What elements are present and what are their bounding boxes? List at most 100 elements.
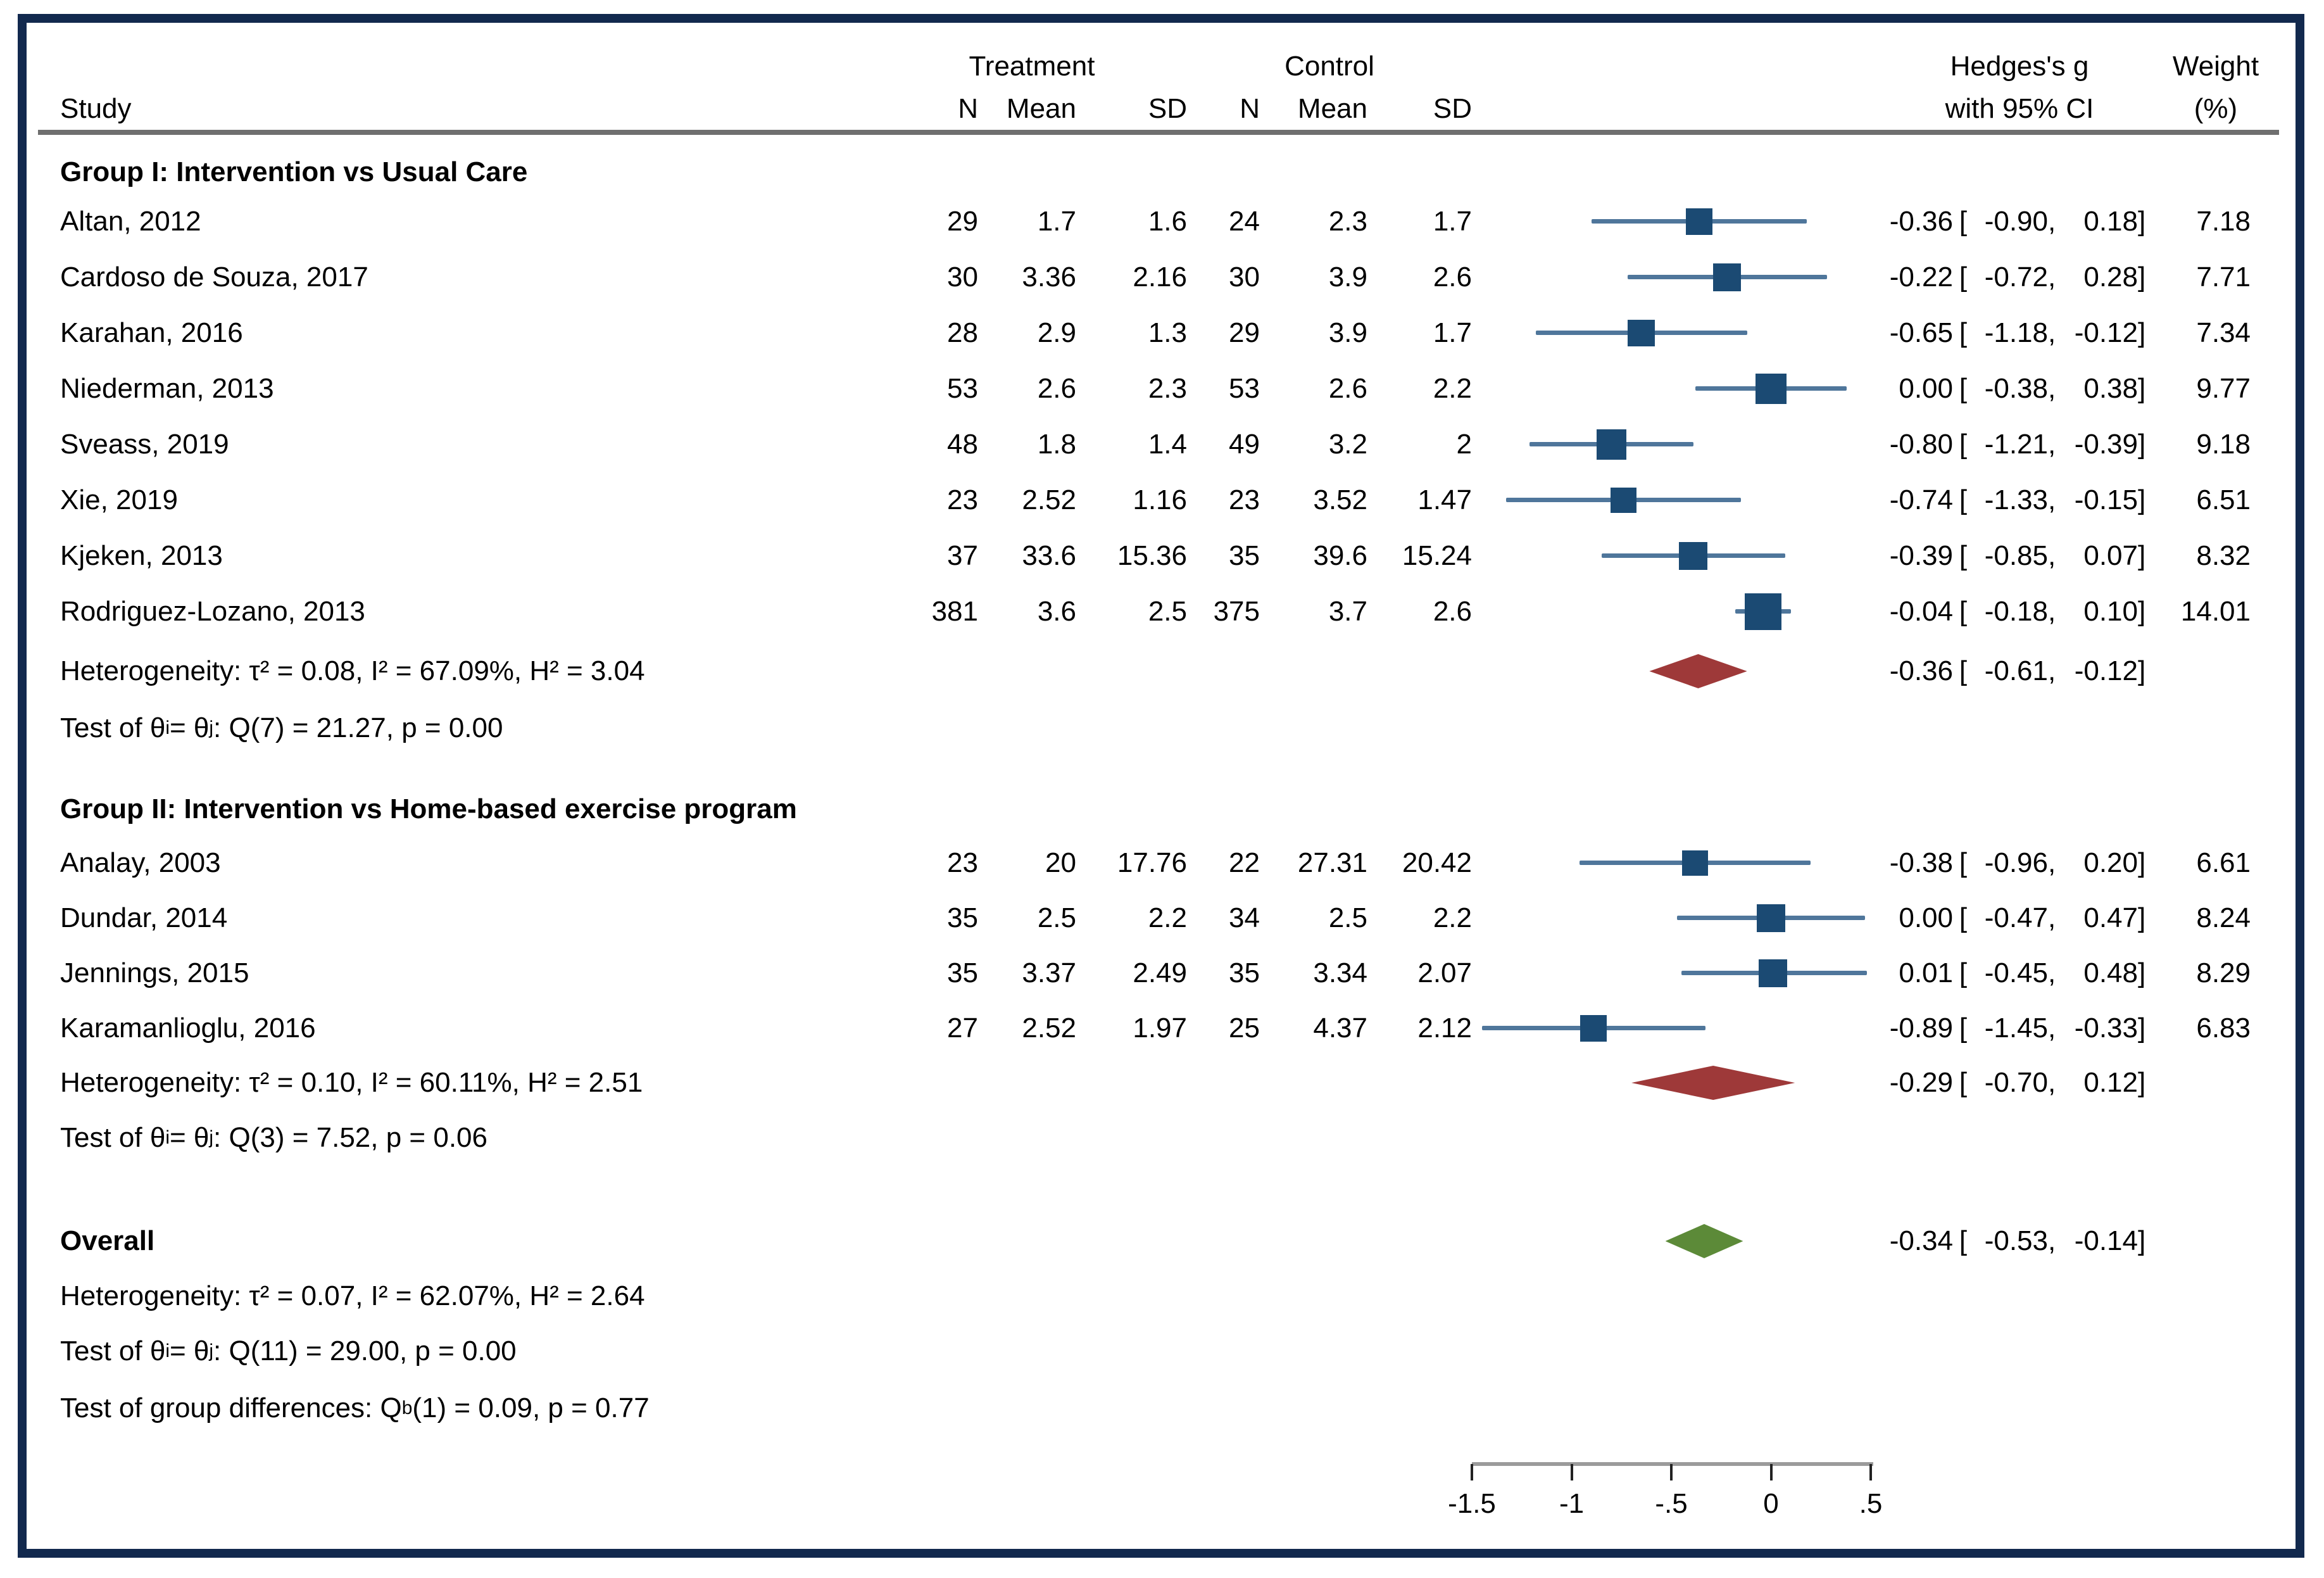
effect-bracket: [ (1959, 655, 1968, 686)
treatment-sd: 1.4 (1076, 417, 1187, 472)
study-name: Sveass, 2019 (60, 417, 229, 472)
study-weight: 6.83 (2152, 1000, 2251, 1056)
treatment-sd: 1.6 (1076, 194, 1187, 249)
treatment-mean: 3.6 (978, 584, 1076, 640)
group-difference-pre: Test of group differences: Q (60, 1392, 402, 1423)
heterogeneity-text: Heterogeneity: τ² = 0.08, I² = 67.09%, H… (60, 643, 645, 699)
effect-estimate-cell: 0.00[-0.47, 0.47] (1858, 890, 2149, 946)
control-mean: 27.31 (1260, 835, 1367, 891)
effect-estimate-cell: -0.39[-0.85, 0.07] (1858, 528, 2149, 584)
effect-estimate-cell: 0.00[-0.38, 0.38] (1858, 361, 2149, 417)
study-name-text: Karamanlioglu, 2016 (60, 1013, 316, 1044)
study-weight-text: 7.18 (2196, 206, 2251, 237)
control-column-header: Control (1284, 51, 1374, 82)
control-mean-text: 3.34 (1313, 957, 1367, 988)
effect-bracket: ] (2138, 429, 2146, 460)
effect-lo_s: -0.70 (1984, 1067, 2048, 1098)
control-sd-text: 2.12 (1417, 1013, 1472, 1044)
effect-est: -0.38 (1889, 847, 1953, 878)
treatment-mean: 20 (978, 835, 1076, 891)
study-name: Kjeken, 2013 (60, 528, 223, 584)
effect-bracket: [ (1959, 847, 1968, 878)
control-n-text: 34 (1229, 902, 1260, 933)
group-i-test-text-sub1: i (165, 717, 170, 738)
effect-estimate-cell: -0.65[-1.18, -0.12] (1858, 305, 2149, 361)
control-n: 24 (1187, 194, 1260, 249)
control-mean-text: 2.6 (1328, 373, 1367, 404)
effect-bracket: ] (2138, 655, 2146, 686)
effect-lo_s: -0.38 (1984, 373, 2048, 404)
treatment-sd-text: 2.2 (1148, 902, 1187, 933)
treatment-n-header: N (958, 93, 978, 124)
group-ii-test-text-sub2: j (209, 1127, 214, 1148)
control-n-text: 35 (1229, 540, 1260, 571)
effect-lo_s: -0.90 (1984, 206, 2048, 237)
control-n-text: 29 (1229, 317, 1260, 348)
control-n: 375 (1187, 584, 1260, 640)
control-n-header: N (1240, 93, 1260, 124)
treatment-n: 53 (877, 361, 978, 417)
overall-heterogeneity-text-text: Heterogeneity: τ² = 0.07, I² = 62.07%, H… (60, 1280, 645, 1311)
control-sd-text: 1.7 (1433, 206, 1472, 237)
group-title-text: Group II: Intervention vs Home-based exe… (60, 793, 797, 824)
effect-bracket: , (2048, 655, 2056, 686)
effect-bracket: , (2048, 373, 2056, 404)
study-weight-text: 8.24 (2196, 902, 2251, 933)
treatment-mean: 2.6 (978, 361, 1076, 417)
effect-square (1685, 208, 1713, 236)
study-row: Niederman, 2013 53 2.6 2.3 53 2.6 2.2 0.00[-0.3… (0, 361, 2324, 417)
control-n-text: 53 (1229, 373, 1260, 404)
overall-test-text-sub1: i (165, 1341, 170, 1361)
treatment-n-text: 23 (947, 847, 978, 878)
control-n: 35 (1187, 528, 1260, 584)
treatment-mean: 1.8 (978, 417, 1076, 472)
study-name-text: Rodriguez-Lozano, 2013 (60, 596, 365, 627)
effect-est: -0.80 (1889, 429, 1953, 460)
treatment-sd-text: 1.4 (1148, 429, 1187, 460)
effect-bracket: ] (2138, 957, 2146, 988)
treatment-mean: 2.5 (978, 890, 1076, 946)
effect-bracket: [ (1959, 1225, 1968, 1256)
study-name-text: Altan, 2012 (60, 206, 201, 237)
study-name: Altan, 2012 (60, 194, 201, 249)
weight-unit-header: (%) (2194, 93, 2238, 124)
study-weight-text: 7.34 (2196, 317, 2251, 348)
treatment-n: 28 (877, 305, 978, 361)
treatment-sd-text: 2.3 (1148, 373, 1187, 404)
control-n: 30 (1187, 249, 1260, 305)
study-weight-text: 14.01 (2180, 596, 2251, 627)
group-ii-test-text-mid: = θ (169, 1122, 210, 1153)
study-name-text: Sveass, 2019 (60, 429, 229, 460)
treatment-mean-text: 3.37 (1022, 957, 1076, 988)
effect-hi_s: -0.12 (2074, 655, 2138, 686)
group-ii-test-text-post: : Q(3) = 7.52, p = 0.06 (213, 1122, 487, 1153)
effect-est: -0.39 (1889, 540, 1953, 571)
effect-est: -0.36 (1889, 655, 1953, 686)
study-weight: 7.18 (2152, 194, 2251, 249)
study-weight: 7.71 (2152, 249, 2251, 305)
control-sd-text: 15.24 (1402, 540, 1472, 571)
control-sd: 2.6 (1367, 584, 1472, 640)
control-mean: 3.52 (1260, 472, 1367, 528)
study-row: Xie, 2019 23 2.52 1.16 23 3.52 1.47 -0.74[-1.33… (0, 472, 2324, 528)
effect-square (1596, 429, 1626, 460)
control-sd: 15.24 (1367, 528, 1472, 584)
control-mean: 3.9 (1260, 249, 1367, 305)
control-mean-text: 3.9 (1328, 262, 1367, 293)
effect-estimate-cell: -0.36[-0.90, 0.18] (1858, 194, 2149, 249)
treatment-sd-text: 15.36 (1117, 540, 1187, 571)
group-i-pooled-diamond (1649, 654, 1747, 688)
overall-test-text-post: : Q(11) = 29.00, p = 0.00 (213, 1335, 517, 1367)
treatment-n: 27 (877, 1000, 978, 1056)
control-mean-text: 4.37 (1313, 1013, 1367, 1044)
ci-plot-cell (1472, 305, 1871, 361)
x-axis-tick-label: -1.5 (1448, 1488, 1496, 1519)
effect-bracket: [ (1959, 540, 1968, 571)
treatment-n-text: 35 (947, 902, 978, 933)
control-n: 22 (1187, 835, 1260, 891)
control-mean: 2.3 (1260, 194, 1367, 249)
treatment-n: 37 (877, 528, 978, 584)
study-weight: 9.77 (2152, 361, 2251, 417)
